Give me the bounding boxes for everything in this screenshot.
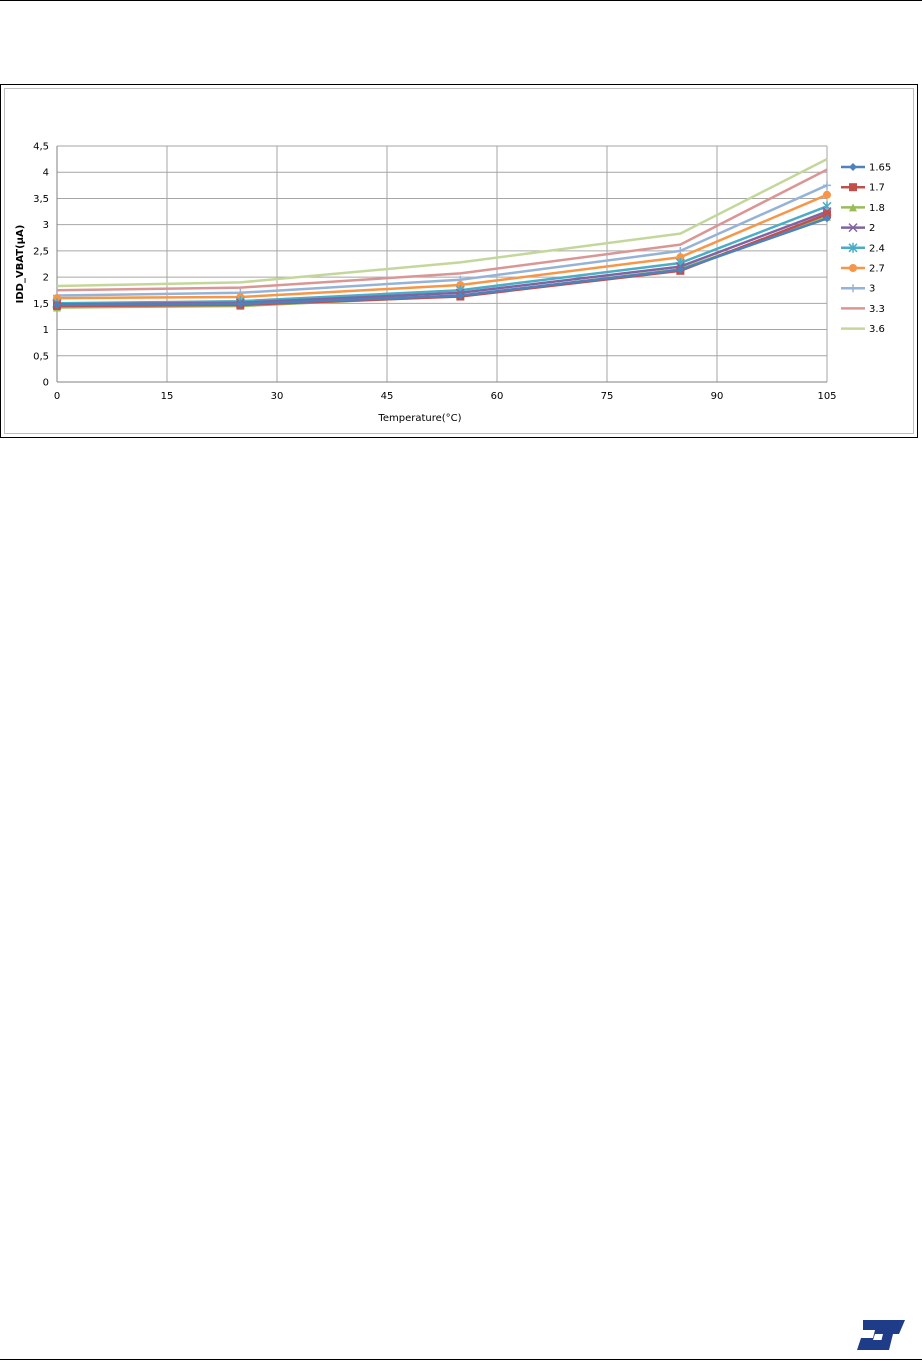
legend-item: 1.65 — [841, 163, 891, 174]
x-tick-label: 45 — [381, 391, 394, 402]
legend-item: 3.6 — [841, 324, 885, 335]
header-rule — [0, 0, 922, 1]
legend-marker — [849, 163, 857, 171]
data-point — [823, 190, 831, 199]
legend-item: 2.4 — [841, 242, 885, 254]
x-tick-label: 30 — [271, 391, 284, 402]
legend-marker — [848, 242, 858, 253]
x-axis-title: Temperature(°C) — [377, 413, 461, 424]
legend-label: 1.8 — [869, 203, 885, 214]
y-tick-label: 0 — [43, 378, 49, 389]
legend-label: 1.65 — [869, 163, 891, 174]
y-tick-label: 2 — [43, 273, 49, 284]
x-tick-label: 90 — [711, 391, 724, 402]
legend-label: 3.6 — [869, 324, 885, 335]
y-tick-label: 0,5 — [33, 351, 49, 362]
legend-marker — [849, 203, 857, 212]
legend-item: 2.7 — [841, 264, 885, 275]
footer-rule — [0, 1359, 922, 1360]
data-point — [676, 265, 685, 274]
series-line — [56, 157, 828, 288]
series-line — [56, 184, 828, 297]
legend-marker — [849, 264, 857, 272]
y-tick-label: 3 — [43, 220, 49, 231]
legend-marker — [849, 284, 857, 293]
y-tick-label: 2,5 — [33, 246, 49, 257]
data-point — [823, 214, 831, 223]
series-2.7 — [53, 190, 831, 303]
series-3.6 — [56, 157, 828, 288]
y-tick-label: 4 — [43, 168, 49, 179]
data-point — [676, 253, 685, 262]
data-point — [236, 299, 245, 308]
legend-marker — [848, 223, 858, 233]
legend-item: 2 — [841, 223, 875, 234]
y-tick-label: 1,5 — [33, 299, 49, 310]
y-tick-label: 4,5 — [33, 142, 49, 153]
legend-label: 2 — [869, 223, 875, 234]
x-tick-label: 75 — [601, 391, 614, 402]
legend-label: 2.7 — [869, 264, 885, 275]
st-logo-icon — [857, 1320, 905, 1350]
data-point — [823, 181, 831, 190]
legend-item: 3 — [841, 284, 875, 295]
legend-item: 3.3 — [841, 304, 885, 315]
line-chart: 0 0,5 1 1,5 2 2,5 3 3,5 4 4,5 0 15 30 45 60 75 90 105 Temp… — [15, 142, 891, 425]
y-axis-title: IDD_VBAT(µA) — [15, 225, 26, 304]
x-tick-label: 15 — [161, 391, 174, 402]
data-point — [456, 280, 465, 289]
series-line — [56, 168, 828, 292]
y-tick-label: 1 — [43, 325, 49, 336]
legend-label: 3.3 — [869, 304, 885, 315]
x-tick-label: 105 — [817, 391, 836, 402]
x-tick-label: 0 — [54, 391, 60, 402]
chart-area — [4, 88, 914, 434]
x-tick-label: 60 — [491, 391, 504, 402]
data-point — [823, 210, 831, 219]
series-3 — [53, 181, 831, 300]
legend-item: 1.7 — [841, 183, 885, 194]
legend-label: 2.4 — [869, 243, 885, 254]
series-1.65 — [53, 214, 831, 309]
chart-frame — [0, 84, 918, 438]
legend-label: 1.7 — [869, 183, 885, 194]
data-point — [456, 291, 465, 300]
legend-marker — [849, 183, 857, 192]
legend-label: 3 — [869, 284, 875, 295]
data-point — [53, 294, 61, 303]
y-tick-label: 3,5 — [33, 194, 49, 205]
legend-item: 1.8 — [841, 203, 885, 214]
series-3.3 — [56, 168, 828, 292]
data-point — [53, 300, 61, 309]
